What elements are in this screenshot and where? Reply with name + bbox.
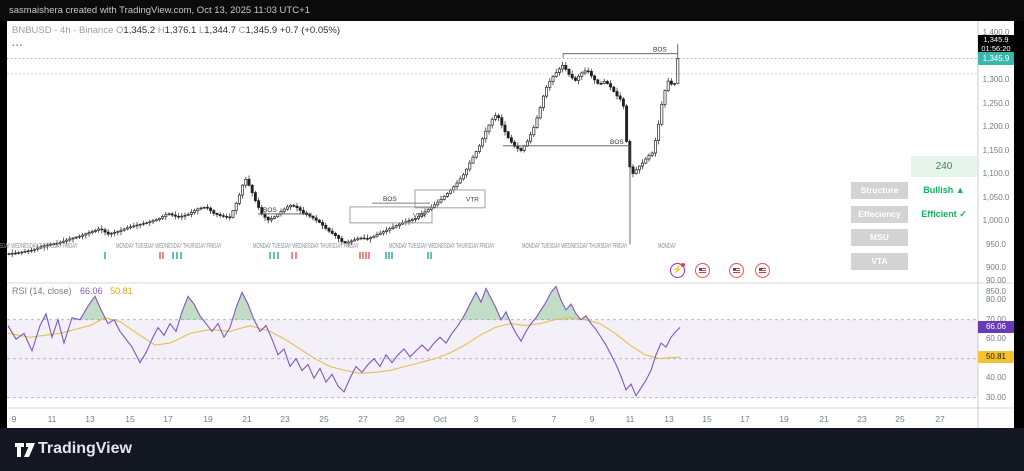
time-axis-label: 23 [280,414,290,424]
time-axis-label: 25 [895,414,905,424]
structure-row-label: Effeciency [851,205,908,223]
flag-event-icon[interactable] [729,263,744,278]
price-axis-label: 1,050.0 [982,192,1010,202]
price-axis-label: 1,000.0 [982,216,1010,225]
rsi-axis-label: 30.00 [985,392,1007,402]
svg-text:MONDAY TUESDAY WEDNESDAY THURS: MONDAY TUESDAY WEDNESDAY THURSDAY FRIDAY [116,243,222,250]
svg-text:MONDAY TUESDAY WEDNESDAY THURS: MONDAY TUESDAY WEDNESDAY THURSDAY FRIDAY [389,243,495,250]
footer-brand: TradingView [38,440,132,457]
high-label: H [157,25,165,36]
time-axis-label: 27 [358,414,368,424]
time-axis-label: 19 [779,414,789,424]
svg-text:VTR: VTR [466,196,479,203]
time-axis-label: 15 [125,414,135,424]
time-axis-label: 21 [242,414,252,424]
svg-text:MONDAY TUESDAY WEDNESDAY THURS: MONDAY TUESDAY WEDNESDAY THURSDAY FRIDAY [522,243,628,250]
rsi-value-label: 66.06 [978,321,1014,333]
svg-text:MONDAY TUESDAY WEDNESDAY THURS: MONDAY TUESDAY WEDNESDAY THURSDAY FRIDAY [0,243,78,250]
price-axis-label: 1,200.0 [982,122,1010,131]
svg-text:BOS: BOS [383,196,397,203]
time-axis-label: 17 [163,414,173,424]
legend-more-button[interactable]: ... [12,38,24,49]
time-axis-label: 3 [473,414,479,424]
time-axis-label: 5 [511,414,517,424]
symbol-title: BNBUSD - 4h - Binance [12,25,114,36]
price-axis-label: 1,400.0 [982,28,1010,37]
flag-event-icon[interactable] [755,263,770,278]
watermark-text: sasmaishera created with TradingView.com… [9,5,310,16]
time-axis-label: 9 [589,414,595,424]
time-axis-label: 15 [702,414,712,424]
time-axis-label: 17 [740,414,750,424]
svg-text:BOS: BOS [610,139,624,146]
symbol-legend: BNBUSD - 4h - Binance O1,345.2 H1,376.1 … [12,25,340,36]
time-axis-label: 7 [551,414,557,424]
price-axis-label: 1,100.0 [982,169,1010,178]
structure-row-label: MSU [851,229,908,246]
price-axis-label: 1,150.0 [982,145,1010,155]
timeframe-badge: 240 [911,156,977,177]
structure-row-label: Structure [851,182,908,199]
left-border [0,21,7,428]
svg-text:MONDAY: MONDAY [658,243,676,250]
tradingview-logo-icon[interactable] [14,440,36,460]
svg-text:BOS: BOS [263,207,277,214]
time-axis-label: Oct [433,414,447,424]
price-axis-label: 850.0 [985,286,1007,296]
time-axis-label: 9 [11,414,17,424]
low-label: L [198,25,205,36]
time-axis-label: 27 [935,414,945,424]
structure-row-value: Bullish ▲ [923,185,965,195]
rsi-ma-value: 50.81 [110,286,133,296]
time-axis-label: 21 [819,414,829,424]
countdown-price: 1,345.9 [983,35,1009,44]
change-value: +0.7 (+0.05%) [279,25,341,36]
price-axis-label: 950.0 [985,239,1007,249]
structure-row-value: Efficient ✓ [921,208,967,219]
countdown-price-label: 1,345.9 01:56:20 [978,35,1014,52]
price-axis-label: 1,250.0 [982,98,1010,108]
flash-event-icon[interactable]: ⚡ [670,263,685,278]
svg-text:VTR: VTR [413,212,426,219]
rsi-legend: RSI (14, close) 66.06 50.81 [12,286,133,296]
rsi-axis-label: 90.00 [985,275,1007,285]
time-axis-label: 25 [319,414,329,424]
price-axis-label: 900.0 [985,263,1007,272]
last-price-label: 1,345.9 [978,52,1014,65]
open-value: 1,345.2 [123,25,156,36]
structure-row-label: VTA [851,252,908,270]
rsi-value: 66.06 [80,286,103,296]
rsi-axis-label: 70.00 [985,314,1007,324]
time-axis-label: 13 [85,414,95,424]
close-value: 1,345.9 [245,25,278,36]
right-border [1014,21,1024,428]
low-value: 1,344.7 [204,25,236,36]
price-axis-label: 1,300.0 [982,75,1010,84]
time-axis-label: 11 [625,414,635,424]
time-axis-label: 23 [857,414,867,424]
svg-text:BOS: BOS [653,47,667,54]
time-axis-label: 11 [47,414,57,424]
watermark-bar: sasmaishera created with TradingView.com… [0,0,1024,21]
flag-event-icon[interactable] [695,263,710,278]
rsi-ma-value-label: 50.81 [978,351,1014,363]
footer-bar: TradingView [0,428,1024,471]
open-label: O [116,25,124,36]
rsi-title: RSI (14, close) [12,286,72,296]
rsi-axis-label: 60.00 [985,334,1007,344]
svg-text:MONDAY TUESDAY WEDNESDAY THURS: MONDAY TUESDAY WEDNESDAY THURSDAY FRIDAY [253,243,359,250]
high-value: 1,376.1 [164,25,197,36]
bar-countdown: 01:56:20 [981,43,1011,53]
time-axis-label: 19 [203,414,213,424]
time-axis-label: 29 [395,414,405,424]
close-label: C [238,25,246,36]
rsi-axis-label: 40.00 [985,373,1007,383]
rsi-axis-label: 80.00 [985,295,1007,305]
time-axis-label: 13 [664,414,674,424]
